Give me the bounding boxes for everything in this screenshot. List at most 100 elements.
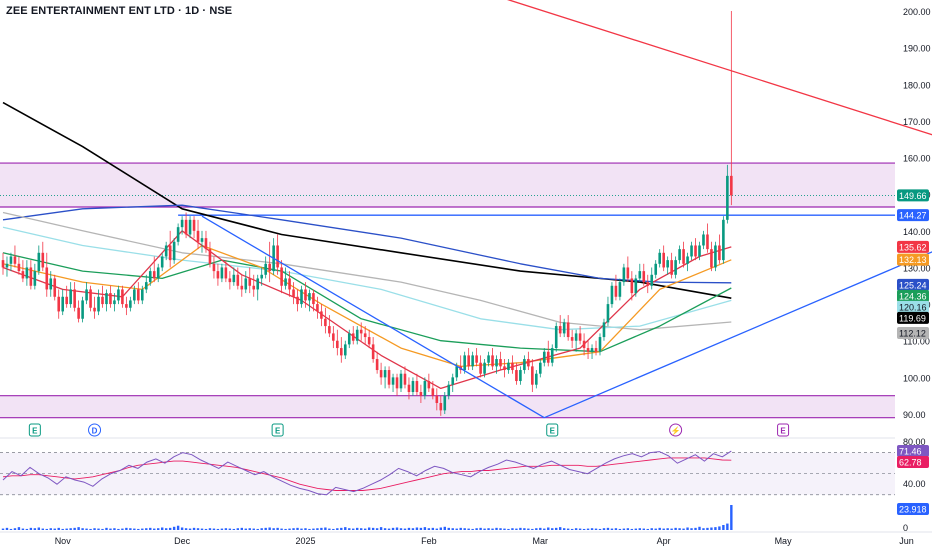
candle-body: [451, 377, 455, 385]
price-badge-label: 124.36: [899, 291, 927, 301]
volume-bar: [296, 527, 299, 530]
volume-bar: [626, 528, 630, 530]
candle-body: [670, 260, 673, 275]
volume-bar: [17, 527, 21, 530]
price-tick-label: 180.00: [903, 80, 931, 90]
volume-bar: [25, 528, 29, 530]
time-tick-label: Nov: [55, 536, 72, 546]
time-tick-label: Mar: [533, 536, 549, 546]
volume-bar: [586, 528, 590, 530]
candle-body: [666, 260, 669, 268]
candle-body: [343, 344, 347, 356]
rsi-line: [2, 450, 732, 496]
candle-body: [686, 256, 689, 264]
volume-bar: [590, 528, 594, 530]
resistance-zone: [0, 163, 895, 208]
volume-bar: [551, 528, 554, 530]
candle-body: [13, 256, 17, 264]
candle-body: [618, 282, 622, 297]
candle-body: [9, 256, 13, 264]
volume-bar: [184, 528, 188, 530]
volume-bar: [168, 527, 172, 530]
volume-bar: [161, 527, 164, 530]
volume-bar: [21, 528, 25, 530]
price-badge: [897, 253, 929, 266]
volume-bar: [527, 528, 530, 530]
candle-body: [228, 278, 232, 283]
candle-body: [244, 278, 248, 290]
volume-bar: [451, 528, 454, 530]
volume-bar: [264, 527, 267, 530]
candle-body: [662, 252, 665, 268]
rise-line: [544, 251, 932, 419]
volume-bar: [172, 526, 176, 530]
candle-body: [654, 263, 658, 275]
candle-body: [256, 278, 260, 290]
volume-bar: [698, 526, 701, 530]
volume-bar: [232, 528, 236, 530]
volume-bar: [539, 527, 542, 530]
candle-body: [622, 267, 626, 283]
candle-body: [411, 381, 415, 393]
candle-body: [141, 289, 144, 301]
candle-body: [296, 296, 299, 305]
candle-body: [260, 274, 263, 279]
volume-bar: [459, 527, 462, 530]
price-badge: [897, 300, 929, 313]
rsi-tick-label: 40.00: [903, 479, 926, 489]
volume-bar: [49, 528, 52, 530]
candle-body: [503, 366, 506, 371]
volume-bar: [678, 528, 681, 530]
candle-body: [722, 219, 725, 261]
volume-bar: [101, 528, 104, 530]
volume-bar: [220, 528, 224, 530]
volume-bar: [547, 527, 550, 530]
candle-body: [371, 344, 375, 360]
candle-body: [224, 267, 228, 279]
candle-body: [69, 289, 72, 305]
volume-bar: [57, 527, 60, 530]
candle-body: [81, 300, 84, 319]
volume-bar: [602, 528, 606, 530]
candle-body: [590, 348, 594, 352]
candle-body: [176, 227, 180, 242]
volume-bar: [403, 528, 407, 530]
candle-body: [280, 267, 283, 286]
candle-body: [137, 289, 140, 301]
volume-bar: [196, 528, 200, 530]
event-label: E: [550, 427, 556, 436]
candle-body: [646, 282, 650, 286]
candle-body: [550, 348, 554, 363]
candle-body: [455, 366, 459, 378]
volume-bar: [212, 528, 216, 530]
volume-bar: [260, 528, 263, 530]
rsi-badge: [897, 445, 929, 457]
volume-bar: [324, 527, 327, 530]
candle-body: [487, 355, 490, 363]
volume-bar: [280, 528, 283, 530]
volume-bar: [252, 528, 255, 530]
volume-bar: [371, 527, 375, 530]
price-badge: [897, 209, 929, 222]
volume-bar: [97, 528, 100, 530]
candle-body: [300, 289, 303, 305]
candle-body: [642, 271, 646, 283]
price-badge: [897, 311, 929, 324]
candle-body: [399, 373, 403, 389]
candle-body: [180, 219, 184, 228]
volume-bar: [570, 528, 574, 530]
volume-bar: [236, 528, 240, 530]
volume-bar: [113, 528, 116, 530]
price-badge-label: 119.69: [899, 313, 926, 323]
volume-bar: [41, 528, 44, 530]
downtrend-line: [506, 0, 932, 136]
candle-body: [21, 271, 25, 279]
price-tick-label: 100.00: [903, 373, 931, 383]
volume-bar: [340, 527, 343, 530]
candle-body: [582, 340, 586, 349]
candle-body: [710, 249, 713, 268]
volume-bar: [674, 527, 677, 530]
volume-bar: [574, 528, 578, 530]
candle-body: [117, 289, 120, 301]
